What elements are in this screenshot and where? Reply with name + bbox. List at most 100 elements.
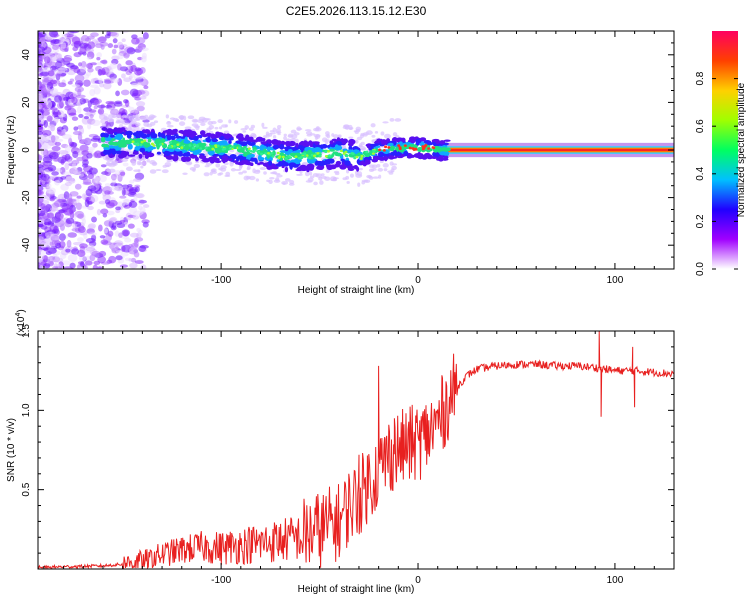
spectrogram-noise-cell [228,119,232,124]
spectrogram-signal-cell [344,160,351,166]
spectrogram-noise-cell [223,162,229,165]
spectrogram-noise-cell [54,138,64,143]
spectrogram-noise-cell [54,141,62,146]
spectrogram-noise-cell [83,42,89,47]
spectrogram-noise-cell [100,44,105,50]
spectrogram-noise-cell [47,70,55,77]
spectrogram-noise-cell [138,199,147,204]
spectrogram-noise-cell [38,167,44,172]
spectrogram-noise-cell [38,202,42,207]
spectrogram-signal-cell [425,155,434,159]
spectrogram-noise-cell [129,232,139,238]
spectrogram-noise-cell [166,124,174,128]
spectrogram-noise-cell [184,126,192,130]
spectrogram-noise-cell [79,173,85,177]
spectrogram-noise-cell [109,77,116,82]
spectrogram-noise-cell [38,103,43,110]
spectrogram-noise-cell [71,97,78,104]
spectrogram-noise-cell [268,132,273,137]
spectrogram-signal-cell [281,165,285,169]
spectrogram-noise-cell [164,162,172,167]
spectrogram-noise-cell [218,172,224,175]
spectrogram-signal-cell [341,141,347,145]
spectrogram-noise-cell [135,45,143,52]
spectrogram-noise-cell [82,159,89,166]
spectrogram-noise-cell [87,205,94,211]
spectrogram-peak-cell [384,145,388,149]
spectrogram-signal-cell [137,144,145,149]
spectrogram-signal-cell [284,141,292,146]
spectrogram-noise-cell [133,251,140,258]
spectrogram-noise-cell [38,46,46,53]
spectrogram-signal-cell [372,155,378,161]
spectrogram-noise-cell [82,181,93,186]
spectrogram-peak-cell [424,144,428,147]
spectrogram-signal-cell [117,139,125,145]
spectrogram-peak-cell [378,148,382,152]
spectrogram-noise-cell [312,173,319,177]
spectrogram-noise-cell [141,160,147,167]
spectrogram-noise-cell [382,163,389,168]
spectrogram-noise-cell [207,118,211,121]
spectrogram-noise-cell [104,183,111,187]
spectrogram-noise-cell [71,116,79,121]
spectrogram-signal-cell [219,141,223,145]
spectrogram-noise-cell [80,61,87,68]
spectrogram-ytick-label: -40 [21,238,32,253]
spectrogram-noise-cell [84,199,90,208]
spectrogram-signal-cell [434,148,438,153]
spectrogram-signal-cell [364,154,369,157]
spectrogram-noise-cell [98,224,103,232]
spectrogram-noise-cell [62,266,73,269]
spectrogram-signal-cell [104,137,112,142]
spectrogram-noise-cell [389,161,394,166]
spectrogram-noise-cell [155,169,162,172]
spectrogram-noise-cell [139,96,147,100]
spectrogram-noise-cell [178,115,185,119]
spectrogram-noise-cell [100,208,109,215]
spectrogram-noise-cell [102,186,113,193]
spectrogram-noise-cell [277,125,282,129]
spectrogram-noise-cell [48,151,59,160]
spectrogram-noise-cell [123,52,130,59]
spectrogram-noise-cell [72,130,82,136]
spectrogram-noise-cell [86,170,93,175]
spectrogram-noise-cell [114,109,119,115]
spectrogram-noise-cell [72,150,79,159]
spectrogram-peak-cell [303,152,307,156]
spectrogram-signal-cell [227,158,233,162]
spectrogram-noise-cell [51,171,59,176]
spectrogram-noise-cell [346,169,350,174]
spectrogram-signal-cell [377,151,385,158]
spectrogram-noise-cell [153,120,159,124]
spectrogram-noise-cell [49,197,55,202]
spectrogram-signal-cell [220,135,225,141]
spectrogram-signal-cell [101,127,108,132]
spectrogram-signal-cell [260,141,268,145]
spectrogram-noise-cell [117,63,122,71]
spectrogram-noise-cell [248,175,256,181]
spectrogram-peak-cell [133,142,137,146]
spectrogram-noise-cell [57,130,66,136]
spectrogram-peak-cell [427,147,431,150]
spectrogram-peak-cell [310,153,314,157]
spectrogram-noise-cell [63,96,69,101]
spectrogram-noise-cell [47,221,55,226]
spectrogram-signal-cell [281,141,286,145]
spectrogram-noise-cell [238,171,244,175]
spectrogram-noise-cell [77,88,82,97]
spectrogram-signal-cell [330,144,336,148]
spectrogram-peak-cell [365,150,369,154]
spectrogram-peak-cell [204,146,208,149]
spectrogram-peak-cell [281,155,285,159]
spectrogram-noise-cell [356,136,363,141]
spectrogram-axes: -40 -20 0 20 40 -100 0 100 [21,30,675,286]
spectrogram-peak-cell [211,147,215,151]
spectrogram-noise-cell [109,62,118,70]
spectrogram-signal-cell [132,151,139,155]
colorbar-tick-label: 0.0 [695,262,706,276]
spectrogram-noise-cell [361,181,366,185]
spectrogram-noise-cell [74,183,82,190]
spectrogram-signal-cell [243,156,247,161]
